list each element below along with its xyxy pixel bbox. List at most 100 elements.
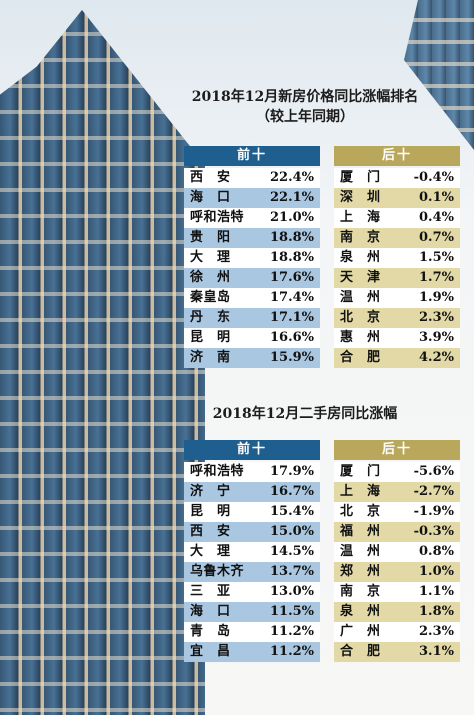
change-value: 2.3%: [419, 310, 454, 325]
table-row: 泉 州 1.8%: [334, 602, 460, 622]
table-row: 海 口 11.5%: [184, 602, 320, 622]
change-value: -5.6%: [413, 464, 454, 479]
section2-top-table: 前十 呼和浩特 17.9% 济 宁 16.7% 昆 明 15.4% 西 安 15.0% 大 理 1…: [184, 440, 320, 662]
table-row: 昆 明 16.6%: [184, 328, 320, 348]
change-value: -1.9%: [413, 504, 454, 519]
table-row: 惠 州 3.9%: [334, 328, 460, 348]
city-name: 呼和浩特: [190, 464, 245, 479]
city-name: 厦 门: [340, 464, 381, 479]
change-value: 0.4%: [419, 210, 454, 225]
change-value: 0.7%: [419, 230, 454, 245]
city-name: 温 州: [340, 544, 381, 559]
city-name: 郑 州: [340, 564, 381, 579]
table-row: 呼和浩特 21.0%: [184, 208, 320, 228]
table-row: 北 京 -1.9%: [334, 502, 460, 522]
table-row: 青 岛 11.2%: [184, 622, 320, 642]
change-value: 16.6%: [269, 330, 314, 345]
table-row: 厦 门 -5.6%: [334, 462, 460, 482]
table-row: 天 津 1.7%: [334, 268, 460, 288]
section1-bottom-header: 后十: [334, 146, 460, 166]
change-value: 17.9%: [269, 464, 314, 479]
change-value: 17.6%: [269, 270, 314, 285]
city-name: 呼和浩特: [190, 210, 245, 225]
table-row: 厦 门 -0.4%: [334, 168, 460, 188]
city-name: 大 理: [190, 544, 231, 559]
change-value: 4.2%: [419, 350, 454, 365]
city-name: 泉 州: [340, 604, 381, 619]
section2-bottom-header: 后十: [334, 440, 460, 460]
table-row: 乌鲁木齐 13.7%: [184, 562, 320, 582]
table-row: 贵 阳 18.8%: [184, 228, 320, 248]
change-value: 21.0%: [269, 210, 314, 225]
change-value: 2.3%: [419, 624, 454, 639]
change-value: -2.7%: [413, 484, 454, 499]
city-name: 深 圳: [340, 190, 381, 205]
section2-top-header: 前十: [184, 440, 320, 460]
city-name: 贵 阳: [190, 230, 231, 245]
city-name: 西 安: [190, 170, 231, 185]
table-row: 西 安 22.4%: [184, 168, 320, 188]
table-row: 北 京 2.3%: [334, 308, 460, 328]
city-name: 天 津: [340, 270, 381, 285]
section1-top-table: 前十 西 安 22.4% 海 口 22.1% 呼和浩特 21.0% 贵 阳 18.8% 大 理 1…: [184, 146, 320, 368]
change-value: 11.5%: [269, 604, 314, 619]
change-value: 15.4%: [269, 504, 314, 519]
change-value: -0.3%: [413, 524, 454, 539]
table-row: 宜 昌 11.2%: [184, 642, 320, 662]
change-value: 16.7%: [269, 484, 314, 499]
city-name: 海 口: [190, 604, 231, 619]
table-row: 上 海 0.4%: [334, 208, 460, 228]
table-row: 昆 明 15.4%: [184, 502, 320, 522]
building-photo-left: [0, 10, 205, 715]
change-value: 13.7%: [269, 564, 314, 579]
change-value: 3.9%: [419, 330, 454, 345]
table-row: 泉 州 1.5%: [334, 248, 460, 268]
table-row: 三 亚 13.0%: [184, 582, 320, 602]
change-value: 11.2%: [269, 624, 314, 639]
change-value: 3.1%: [419, 644, 454, 659]
city-name: 青 岛: [190, 624, 231, 639]
change-value: 1.0%: [419, 564, 454, 579]
table-row: 徐 州 17.6%: [184, 268, 320, 288]
table-row: 大 理 14.5%: [184, 542, 320, 562]
change-value: 14.5%: [269, 544, 314, 559]
change-value: 15.0%: [269, 524, 314, 539]
table-row: 合 肥 4.2%: [334, 348, 460, 368]
table-row: 南 京 0.7%: [334, 228, 460, 248]
change-value: 18.8%: [269, 250, 314, 265]
section1-title: 2018年12月新房价格同比涨幅排名: [191, 89, 419, 105]
table-row: 深 圳 0.1%: [334, 188, 460, 208]
city-name: 温 州: [340, 290, 381, 305]
change-value: 1.8%: [419, 604, 454, 619]
change-value: 17.4%: [269, 290, 314, 305]
change-value: 22.1%: [269, 190, 314, 205]
change-value: -0.4%: [413, 170, 454, 185]
change-value: 17.1%: [269, 310, 314, 325]
section1-bottom-table: 后十 厦 门 -0.4% 深 圳 0.1% 上 海 0.4% 南 京 0.7% 泉 州 1.5% 天…: [334, 146, 460, 368]
change-value: 1.1%: [419, 584, 454, 599]
change-value: 18.8%: [269, 230, 314, 245]
change-value: 1.9%: [419, 290, 454, 305]
city-name: 上 海: [340, 484, 381, 499]
city-name: 乌鲁木齐: [190, 564, 245, 579]
section1-subtitle: （较上年同期）: [256, 109, 354, 125]
table-row: 合 肥 3.1%: [334, 642, 460, 662]
table-row: 郑 州 1.0%: [334, 562, 460, 582]
city-name: 昆 明: [190, 504, 231, 519]
table-row: 广 州 2.3%: [334, 622, 460, 642]
table-row: 海 口 22.1%: [184, 188, 320, 208]
city-name: 广 州: [340, 624, 381, 639]
city-name: 北 京: [340, 504, 381, 519]
city-name: 上 海: [340, 210, 381, 225]
city-name: 三 亚: [190, 584, 231, 599]
table-row: 福 州 -0.3%: [334, 522, 460, 542]
city-name: 泉 州: [340, 250, 381, 265]
city-name: 福 州: [340, 524, 381, 539]
city-name: 宜 昌: [190, 644, 231, 659]
table-row: 丹 东 17.1%: [184, 308, 320, 328]
city-name: 北 京: [340, 310, 381, 325]
table-row: 呼和浩特 17.9%: [184, 462, 320, 482]
table-row: 南 京 1.1%: [334, 582, 460, 602]
city-name: 合 肥: [340, 350, 381, 365]
